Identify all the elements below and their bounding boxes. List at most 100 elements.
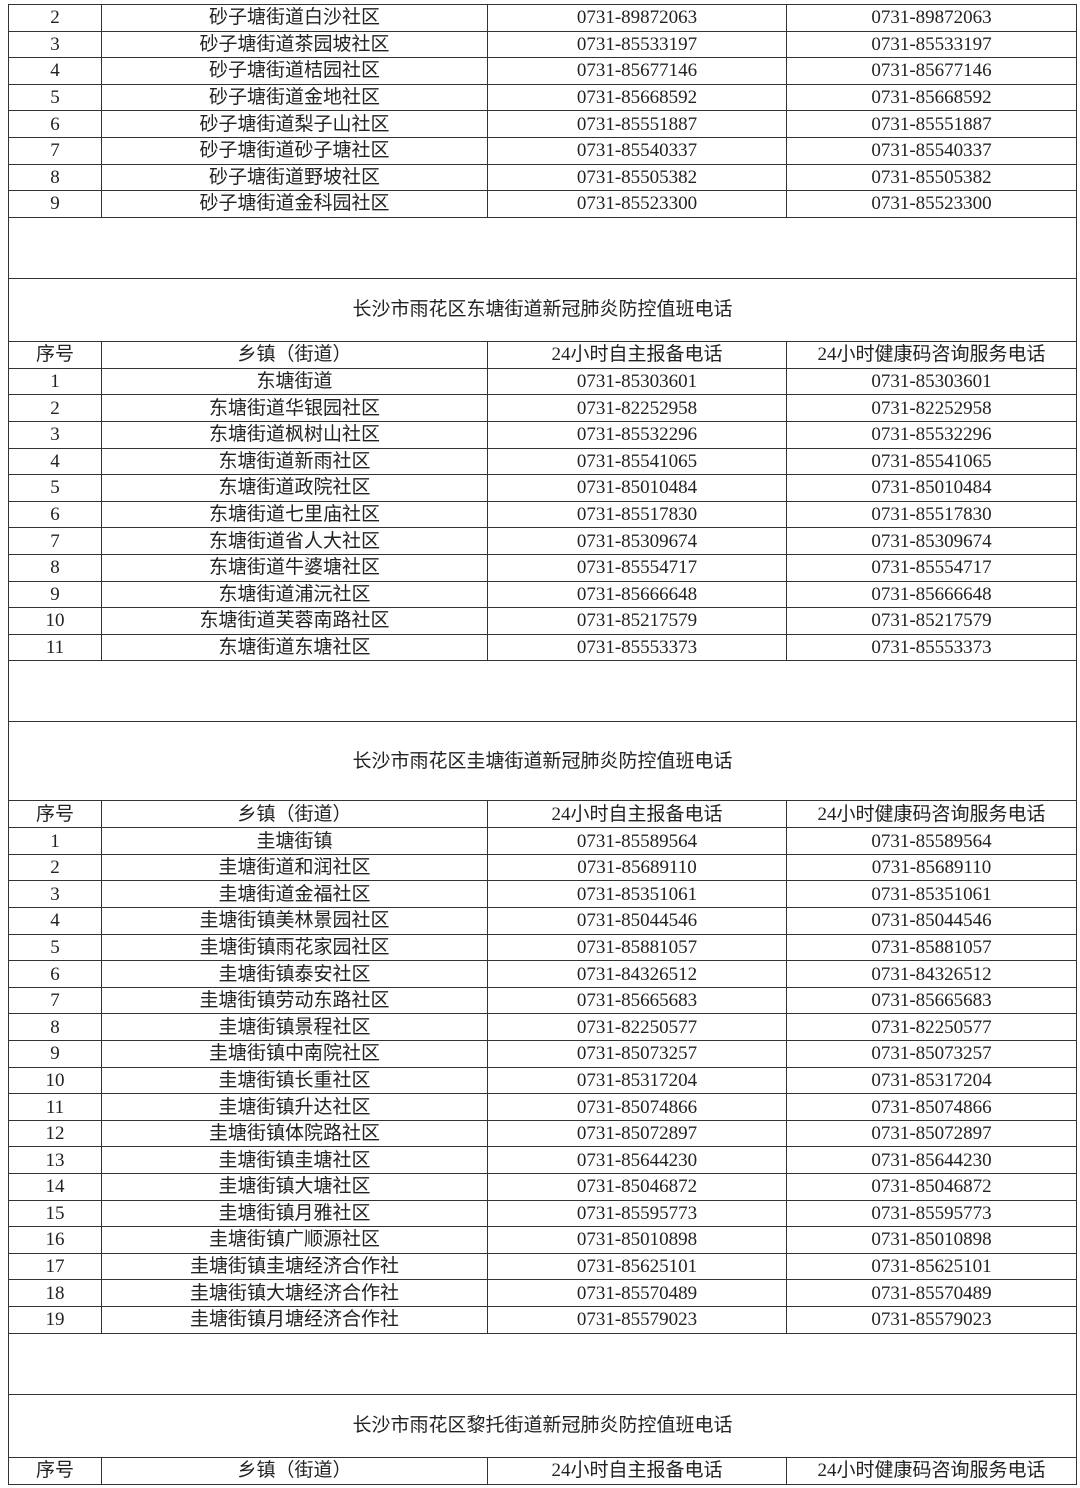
self-report-phone: 0731-85589564 <box>487 827 787 855</box>
table-row: 5 圭塘街镇雨花家园社区 0731-85881057 0731-85881057 <box>8 933 1077 962</box>
table-row: 6 圭塘街镇泰安社区 0731-84326512 0731-84326512 <box>8 960 1077 988</box>
row-number: 16 <box>8 1226 102 1254</box>
township-name: 圭塘街镇圭塘经济合作社 <box>101 1252 488 1281</box>
duty-phone-table: 2 砂子塘街道白沙社区 0731-89872063 0731-89872063 3 砂子塘… <box>8 4 1077 1485</box>
township-name: 圭塘街镇大塘经济合作社 <box>101 1279 488 1307</box>
township-name: 圭塘街镇月雅社区 <box>101 1199 488 1228</box>
table-row: 2 砂子塘街道白沙社区 0731-89872063 0731-89872063 <box>8 4 1077 32</box>
row-number: 12 <box>8 1119 102 1148</box>
self-report-phone: 0731-84326512 <box>487 960 787 988</box>
row-number: 5 <box>8 83 102 112</box>
row-number: 5 <box>8 474 102 502</box>
health-code-phone: 0731-85317204 <box>786 1066 1077 1095</box>
self-report-phone: 0731-85309674 <box>487 527 787 555</box>
health-code-phone: 0731-85666648 <box>786 580 1077 609</box>
table-row: 11 东塘街道东塘社区 0731-85553373 0731-85553373 <box>8 633 1077 662</box>
table-row: 8 砂子塘街道野坡社区 0731-85505382 0731-85505382 <box>8 163 1077 192</box>
self-report-phone: 0731-85665683 <box>487 986 787 1015</box>
health-code-phone: 0731-85553373 <box>786 633 1077 662</box>
row-number: 3 <box>8 30 102 59</box>
row-number: 13 <box>8 1146 102 1174</box>
table-row: 4 圭塘街镇美林景园社区 0731-85044546 0731-85044546 <box>8 907 1077 935</box>
township-name: 圭塘街道金福社区 <box>101 880 488 909</box>
township-name: 圭塘街道和润社区 <box>101 853 488 882</box>
table-row: 1 圭塘街镇 0731-85589564 0731-85589564 <box>8 827 1077 855</box>
township-name: 圭塘街镇广顺源社区 <box>101 1226 488 1254</box>
row-number: 6 <box>8 110 102 138</box>
table-row: 14 圭塘街镇大塘社区 0731-85046872 0731-85046872 <box>8 1173 1077 1201</box>
row-number: 1 <box>8 827 102 855</box>
column-header-health-code-phone: 24小时健康码咨询服务电话 <box>786 1456 1077 1485</box>
table-row: 5 东塘街道政院社区 0731-85010484 0731-85010484 <box>8 474 1077 502</box>
row-number: 11 <box>8 1093 102 1121</box>
self-report-phone: 0731-85072897 <box>487 1119 787 1148</box>
section-title-row: 长沙市雨花区圭塘街道新冠肺炎防控值班电话 <box>8 721 1077 802</box>
self-report-phone: 0731-85351061 <box>487 880 787 909</box>
row-number: 2 <box>8 394 102 422</box>
table-row: 3 圭塘街道金福社区 0731-85351061 0731-85351061 <box>8 880 1077 909</box>
township-name: 砂子塘街道砂子塘社区 <box>101 136 488 165</box>
health-code-phone: 0731-85551887 <box>786 110 1077 138</box>
row-number: 5 <box>8 933 102 962</box>
row-number: 4 <box>8 447 102 476</box>
self-report-phone: 0731-85217579 <box>487 607 787 635</box>
table-row: 8 东塘街道牛婆塘社区 0731-85554717 0731-85554717 <box>8 553 1077 582</box>
self-report-phone: 0731-85579023 <box>487 1305 787 1334</box>
row-number: 17 <box>8 1252 102 1281</box>
self-report-phone: 0731-85074866 <box>487 1093 787 1121</box>
table-row: 10 圭塘街镇长重社区 0731-85317204 0731-85317204 <box>8 1066 1077 1095</box>
table-row: 4 东塘街道新雨社区 0731-85541065 0731-85541065 <box>8 447 1077 476</box>
table-row: 9 东塘街道浦沅社区 0731-85666648 0731-85666648 <box>8 580 1077 609</box>
self-report-phone: 0731-82252958 <box>487 394 787 422</box>
health-code-phone: 0731-85689110 <box>786 853 1077 882</box>
row-number: 4 <box>8 57 102 85</box>
table-row: 7 圭塘街镇劳动东路社区 0731-85665683 0731-85665683 <box>8 986 1077 1015</box>
township-name: 砂子塘街道茶园坡社区 <box>101 30 488 59</box>
blank-cell <box>8 660 1077 723</box>
township-name: 圭塘街镇月塘经济合作社 <box>101 1305 488 1334</box>
township-name: 东塘街道七里庙社区 <box>101 500 488 529</box>
row-number: 7 <box>8 527 102 555</box>
table-row: 11 圭塘街镇升达社区 0731-85074866 0731-85074866 <box>8 1093 1077 1121</box>
health-code-phone: 0731-85044546 <box>786 907 1077 935</box>
health-code-phone: 0731-85570489 <box>786 1279 1077 1307</box>
self-report-phone: 0731-85595773 <box>487 1199 787 1228</box>
table-row: 7 东塘街道省人大社区 0731-85309674 0731-85309674 <box>8 527 1077 555</box>
column-header-township-name: 乡镇（街道） <box>101 340 488 369</box>
self-report-phone: 0731-85666648 <box>487 580 787 609</box>
header-row: 序号 乡镇（街道） 24小时自主报备电话 24小时健康码咨询服务电话 <box>8 340 1077 369</box>
health-code-phone: 0731-85505382 <box>786 163 1077 192</box>
column-header-health-code-phone: 24小时健康码咨询服务电话 <box>786 800 1077 829</box>
self-report-phone: 0731-85532296 <box>487 420 787 449</box>
self-report-phone: 0731-85625101 <box>487 1252 787 1281</box>
health-code-phone: 0731-85625101 <box>786 1252 1077 1281</box>
township-name: 圭塘街镇 <box>101 827 488 855</box>
township-name: 圭塘街镇雨花家园社区 <box>101 933 488 962</box>
table-row: 19 圭塘街镇月塘经济合作社 0731-85579023 0731-85579023 <box>8 1305 1077 1334</box>
health-code-phone: 0731-82250577 <box>786 1013 1077 1042</box>
column-header-health-code-phone: 24小时健康码咨询服务电话 <box>786 340 1077 369</box>
health-code-phone: 0731-85309674 <box>786 527 1077 555</box>
township-name: 圭塘街镇美林景园社区 <box>101 907 488 935</box>
row-number: 3 <box>8 880 102 909</box>
health-code-phone: 0731-85072897 <box>786 1119 1077 1148</box>
table-row: 6 砂子塘街道梨子山社区 0731-85551887 0731-85551887 <box>8 110 1077 138</box>
health-code-phone: 0731-85554717 <box>786 553 1077 582</box>
row-number: 8 <box>8 163 102 192</box>
health-code-phone: 0731-85532296 <box>786 420 1077 449</box>
blank-cell <box>8 1332 1077 1395</box>
health-code-phone: 0731-85579023 <box>786 1305 1077 1334</box>
table-row: 18 圭塘街镇大塘经济合作社 0731-85570489 0731-85570489 <box>8 1279 1077 1307</box>
health-code-phone: 0731-85074866 <box>786 1093 1077 1121</box>
self-report-phone: 0731-85689110 <box>487 853 787 882</box>
township-name: 圭塘街镇升达社区 <box>101 1093 488 1121</box>
township-name: 东塘街道浦沅社区 <box>101 580 488 609</box>
self-report-phone: 0731-85073257 <box>487 1040 787 1068</box>
self-report-phone: 0731-85533197 <box>487 30 787 59</box>
header-row: 序号 乡镇（街道） 24小时自主报备电话 24小时健康码咨询服务电话 <box>8 1456 1077 1485</box>
self-report-phone: 0731-85554717 <box>487 553 787 582</box>
self-report-phone: 0731-85317204 <box>487 1066 787 1095</box>
row-number: 15 <box>8 1199 102 1228</box>
township-name: 东塘街道新雨社区 <box>101 447 488 476</box>
township-name: 圭塘街镇景程社区 <box>101 1013 488 1042</box>
